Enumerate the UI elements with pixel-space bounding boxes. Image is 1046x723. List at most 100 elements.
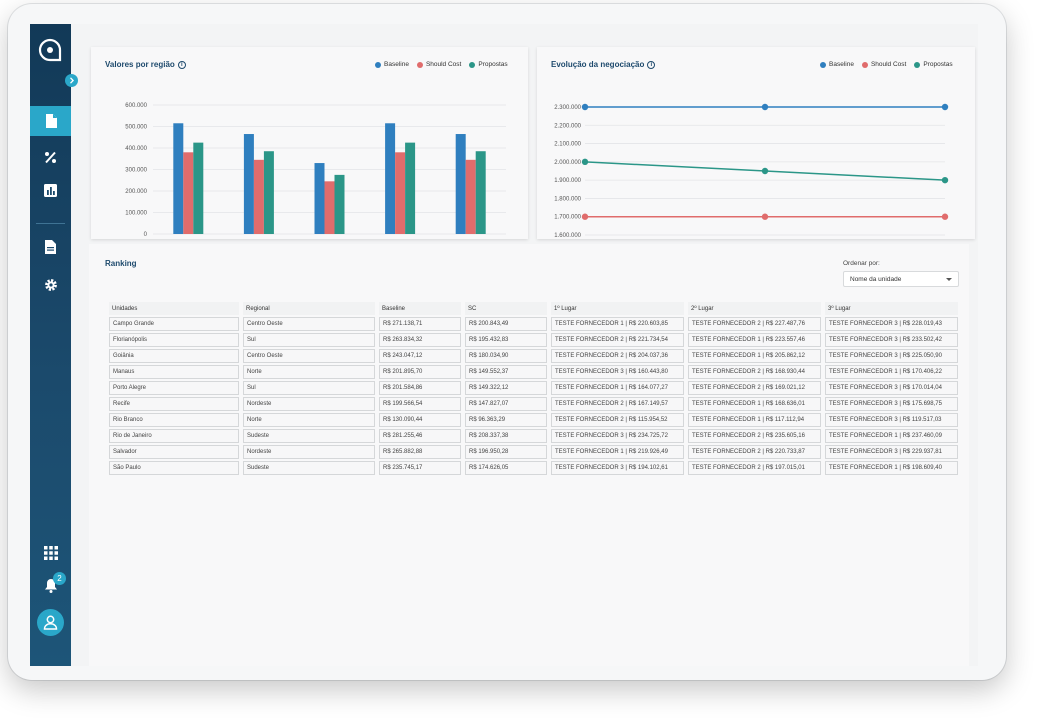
table-cell: R$ 201.895,70: [379, 365, 461, 379]
legend-item-should-cost[interactable]: Should Cost: [861, 61, 907, 68]
device-frame: 2 Valores por região i Baseline Should C…: [8, 4, 1006, 680]
document-icon: [45, 114, 57, 128]
chart2-title-wrap: Evolução da negociação i: [551, 60, 656, 69]
table-cell: Manaus: [109, 365, 239, 379]
chart1-title: Valores por região: [105, 60, 175, 69]
column-header[interactable]: 3º Lugar: [825, 302, 958, 315]
legend-item-propostas[interactable]: Propostas: [469, 61, 508, 68]
sidebar-item-reports[interactable]: [30, 175, 71, 205]
sidebar-item-apps[interactable]: [30, 538, 71, 568]
data-point: [941, 213, 949, 220]
chart1-title-wrap: Valores por região i: [105, 60, 186, 69]
line-chart: 2.300.000 2.200.000 2.100.000 2.000.000 1.90…: [554, 103, 949, 239]
bar-chart: 600.000 500.000 400.000 300.000 200.000 100.0…: [125, 103, 506, 238]
legend-label: Should Cost: [425, 61, 462, 68]
table-cell: R$ 174.626,05: [465, 461, 547, 475]
chart-card-valores: Valores por região i Baseline Should Cos…: [91, 47, 528, 239]
y-tick-label: 200.000: [125, 189, 147, 195]
bar: [395, 152, 406, 234]
legend-label: Should Cost: [870, 61, 907, 68]
table-cell: R$ 281.255,46: [379, 429, 461, 443]
expand-sidebar-button[interactable]: [65, 74, 78, 87]
bar-chart-icon: [44, 183, 57, 197]
table-cell: TESTE FORNECEDOR 3 | R$ 234.725,72: [551, 429, 684, 443]
table-cell: TESTE FORNECEDOR 3 | R$ 194.102,61: [551, 461, 684, 475]
y-tick-label: 2.100.000: [554, 142, 581, 148]
table-cell: TESTE FORNECEDOR 2 | R$ 227.487,76: [688, 317, 821, 331]
data-point: [941, 176, 949, 184]
legend-label: Baseline: [829, 61, 854, 68]
table-cell: R$ 149.552,37: [465, 365, 547, 379]
chart-card-evolucao: Evolução da negociação i Baseline Should…: [537, 47, 975, 239]
table-row: Goiânia Centro Oeste R$ 243.047,12 R$ 180.0…: [109, 349, 958, 363]
y-tick-label: 500.000: [125, 125, 147, 131]
chart2-legend: Baseline Should Cost Propostas: [820, 61, 953, 68]
bar: [314, 163, 325, 234]
legend-item-baseline[interactable]: Baseline: [375, 61, 409, 68]
table-cell: Salvador: [109, 445, 239, 459]
table-cell: TESTE FORNECEDOR 1 | R$ 168.636,01: [688, 397, 821, 411]
legend-item-propostas[interactable]: Propostas: [914, 61, 953, 68]
table-row: São Paulo Sudeste R$ 235.745,17 R$ 174.626,…: [109, 461, 958, 475]
table-cell: Goiânia: [109, 349, 239, 363]
sidebar-item-settings[interactable]: [30, 270, 71, 300]
logo-icon[interactable]: [38, 38, 62, 62]
sidebar-item-file[interactable]: [30, 232, 71, 262]
bar: [455, 134, 466, 234]
sort-select[interactable]: Nome da unidade: [843, 271, 959, 287]
table-cell: R$ 180.034,90: [465, 349, 547, 363]
info-icon[interactable]: i: [647, 60, 656, 69]
legend-item-baseline[interactable]: Baseline: [820, 61, 854, 68]
column-header[interactable]: SC: [465, 302, 547, 315]
grid-icon: [43, 546, 58, 560]
table-row: Campo Grande Centro Oeste R$ 271.138,71 R$ …: [109, 317, 958, 331]
bar: [324, 181, 335, 234]
user-icon: [43, 615, 58, 630]
bar: [385, 123, 396, 234]
ranking-panel: Ranking Ordenar por: Nome da unidade Uni…: [89, 244, 969, 484]
column-header[interactable]: Unidades: [109, 302, 239, 315]
info-icon[interactable]: i: [177, 60, 186, 69]
table-cell: TESTE FORNECEDOR 3 | R$ 160.443,80: [551, 365, 684, 379]
sidebar-item-documents[interactable]: [30, 106, 71, 136]
table-cell: R$ 263.834,32: [379, 333, 461, 347]
legend-swatch: [820, 61, 826, 68]
sort-label: Ordenar por:: [843, 260, 880, 267]
avatar[interactable]: [37, 609, 64, 636]
data-point: [581, 103, 589, 111]
sidebar-item-percent[interactable]: [30, 142, 71, 172]
table-row: Recife Nordeste R$ 199.566,54 R$ 147.827,07…: [109, 397, 958, 411]
legend-swatch: [469, 61, 476, 68]
data-point: [761, 213, 769, 220]
data-point: [581, 158, 589, 166]
table-row: Manaus Norte R$ 201.895,70 R$ 149.552,37 TES…: [109, 365, 958, 379]
sidebar-divider: [36, 223, 65, 224]
column-header[interactable]: 1º Lugar: [551, 302, 684, 315]
table-cell: Norte: [243, 413, 375, 427]
table-cell: Nordeste: [243, 445, 375, 459]
column-header[interactable]: 2º Lugar: [688, 302, 821, 315]
y-tick-label: 1.800.000: [554, 196, 581, 202]
table-cell: TESTE FORNECEDOR 3 | R$ 170.014,04: [825, 381, 958, 395]
table-cell: TESTE FORNECEDOR 1 | R$ 219.926,49: [551, 445, 684, 459]
table-cell: Sul: [243, 333, 375, 347]
column-header[interactable]: Regional: [243, 302, 375, 315]
table-cell: R$ 195.432,83: [465, 333, 547, 347]
bar: [253, 159, 264, 234]
legend-label: Propostas: [478, 61, 508, 68]
table-cell: R$ 265.882,88: [379, 445, 461, 459]
table-cell: Sudeste: [243, 461, 375, 475]
table-cell: R$ 196.950,28: [465, 445, 547, 459]
y-tick-label: 2.200.000: [554, 123, 581, 129]
table-cell: TESTE FORNECEDOR 1 | R$ 205.862,12: [688, 349, 821, 363]
y-tick-label: 300.000: [125, 168, 147, 174]
table-cell: Porto Alegre: [109, 381, 239, 395]
table-cell: TESTE FORNECEDOR 2 | R$ 115.954,52: [551, 413, 684, 427]
legend-item-should-cost[interactable]: Should Cost: [416, 61, 462, 68]
bar: [243, 134, 254, 234]
table-cell: TESTE FORNECEDOR 3 | R$ 228.019,43: [825, 317, 958, 331]
table-cell: Recife: [109, 397, 239, 411]
legend-swatch: [861, 61, 868, 68]
legend-swatch: [416, 61, 423, 68]
column-header[interactable]: Baseline: [379, 302, 461, 315]
